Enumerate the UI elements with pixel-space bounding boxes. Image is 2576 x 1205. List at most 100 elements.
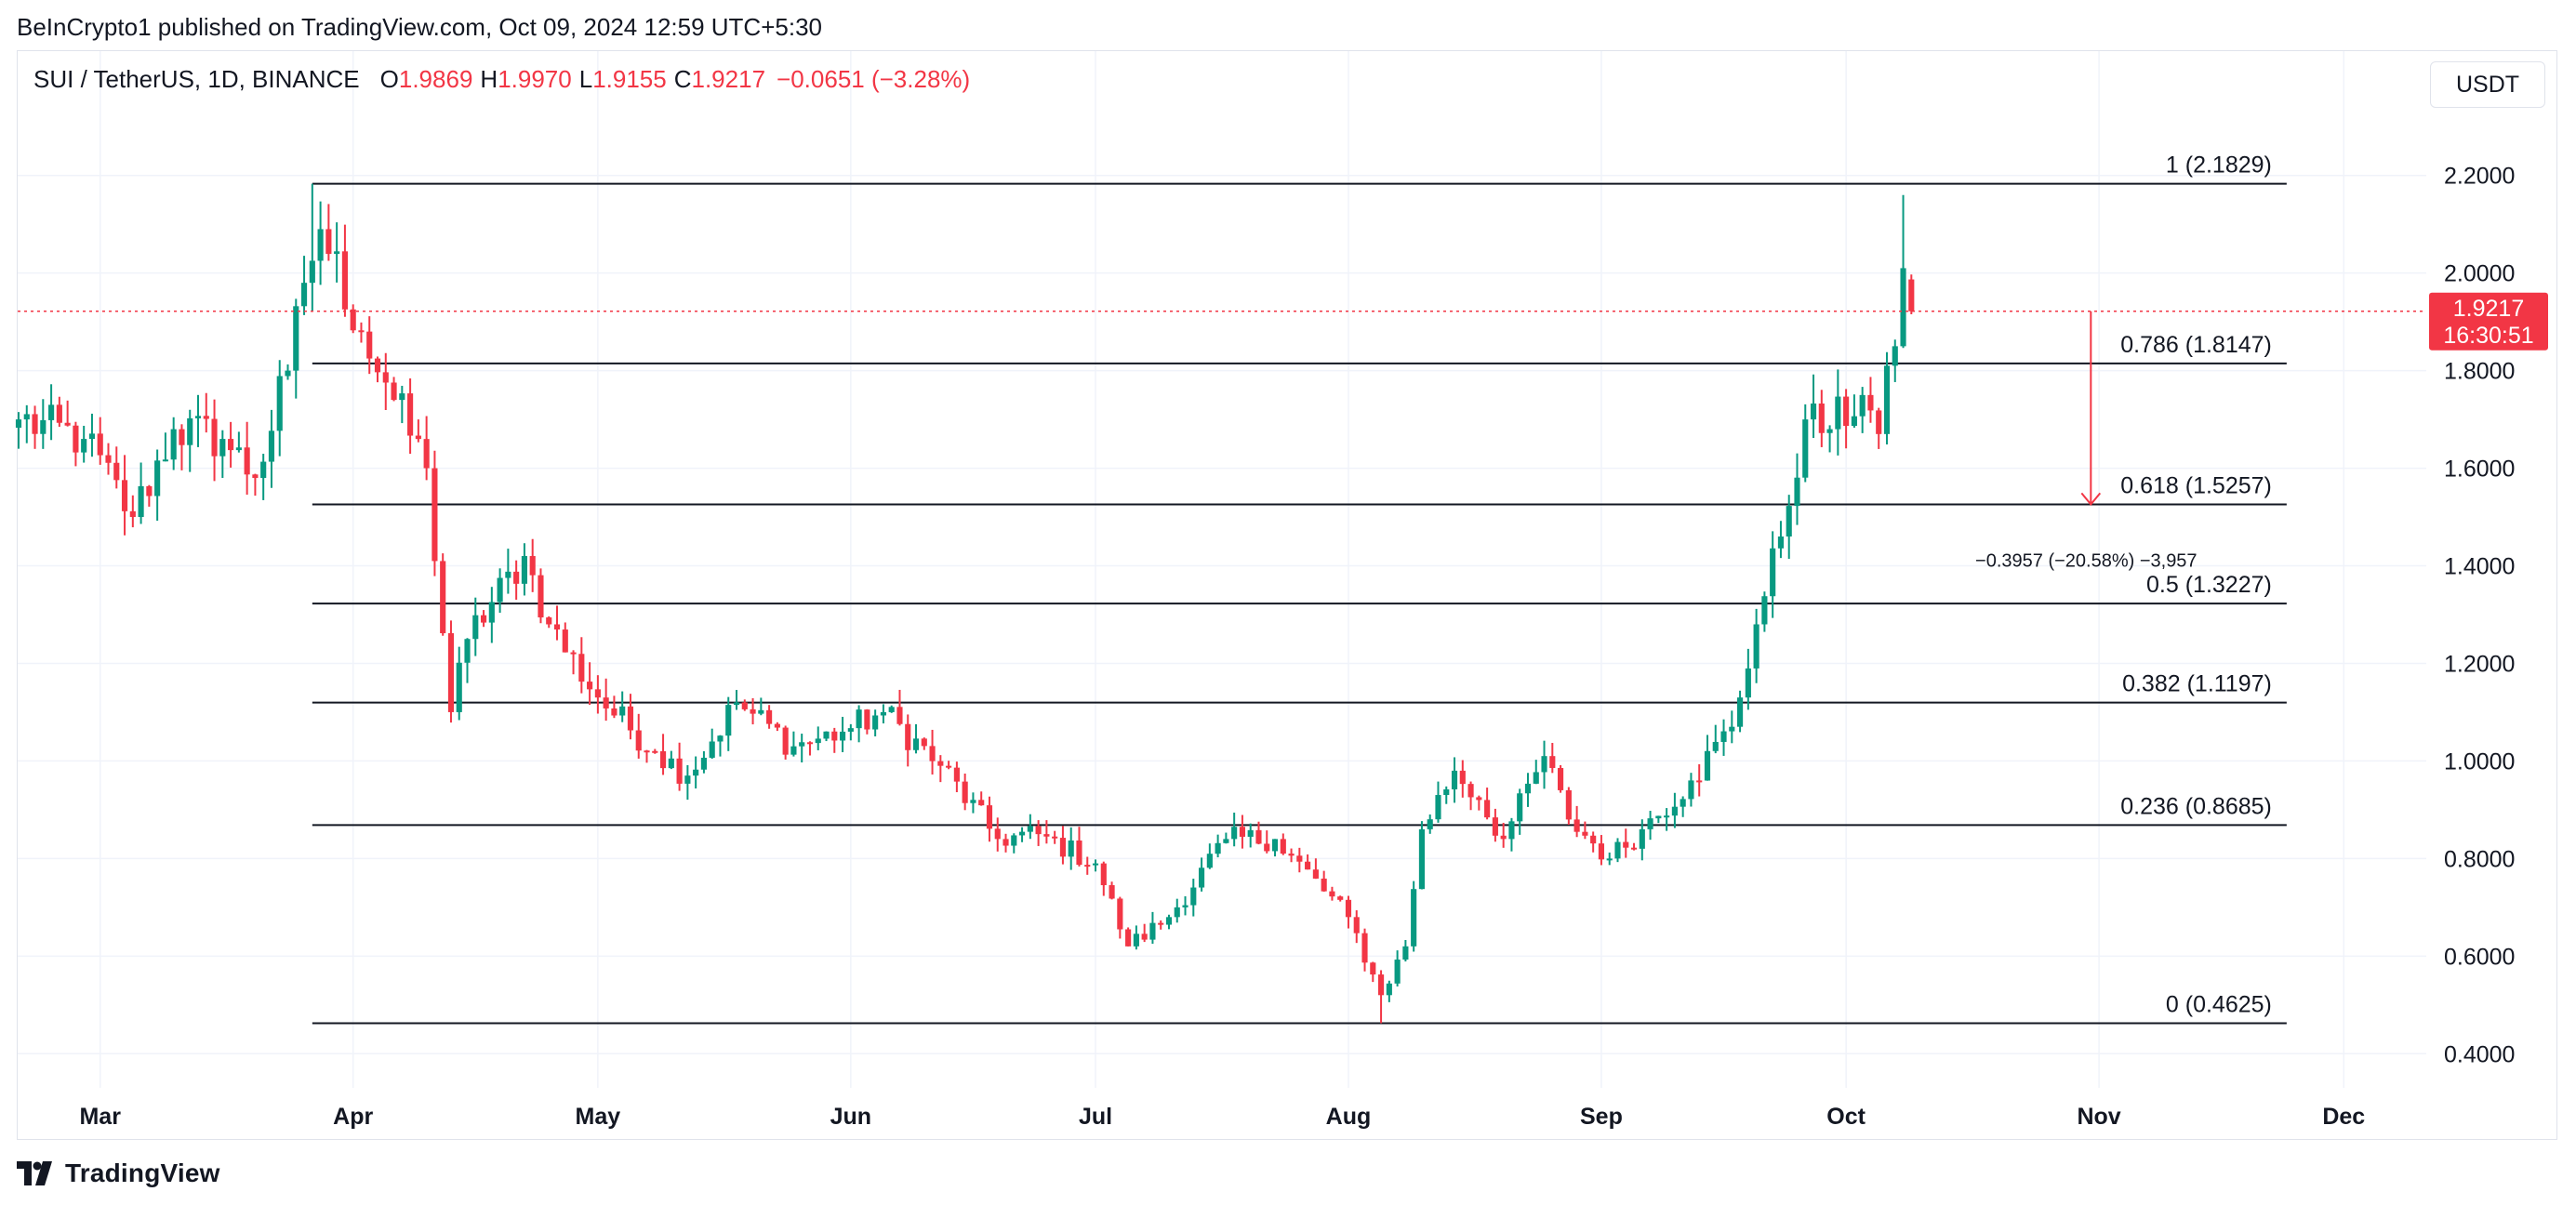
candle-body	[1043, 834, 1050, 837]
y-tick-label: 2.2000	[2444, 164, 2515, 190]
candle-body	[1712, 741, 1719, 751]
candle-body	[1517, 793, 1523, 822]
candle-body	[831, 731, 838, 741]
candle-body	[603, 697, 609, 708]
candle-body	[1386, 983, 1392, 996]
candle-body	[129, 510, 136, 518]
close-value: 1.9217	[691, 65, 766, 93]
candle-body	[962, 781, 968, 803]
candle-body	[578, 654, 585, 682]
candle-body	[15, 419, 22, 429]
candle-body	[1590, 835, 1597, 844]
candle-body	[1427, 819, 1433, 829]
x-tick-label: Apr	[333, 1104, 373, 1130]
candle-body	[138, 485, 144, 518]
candle-body	[856, 709, 862, 729]
y-tick-label: 1.8000	[2444, 359, 2515, 385]
candle-body	[464, 639, 471, 663]
candle-body	[1876, 410, 1882, 434]
open-value: 1.9869	[398, 65, 473, 93]
candle-body	[1476, 797, 1482, 801]
candle-body	[1296, 855, 1303, 862]
candle-body	[1680, 799, 1686, 807]
price-range-measure: −0.3957 (−20.58%) −3,957	[1975, 311, 2198, 571]
candle-body	[488, 602, 495, 623]
low-value: 1.9155	[592, 65, 667, 93]
candle-body	[1141, 934, 1148, 940]
candle-body	[839, 731, 846, 741]
candle-body	[325, 229, 332, 255]
candle-body	[1459, 770, 1466, 785]
candle-body	[497, 577, 503, 602]
candle-body	[1623, 841, 1629, 848]
candle-body	[937, 761, 944, 766]
symbol-legend: SUI / TetherUS, 1D, BINANCE O 1.9869 H 1.9…	[33, 65, 970, 94]
candle-body	[912, 738, 920, 750]
candle-body	[1843, 396, 1850, 427]
candle-body	[546, 617, 552, 625]
open-label: O	[379, 65, 399, 93]
candle-body	[1802, 419, 1809, 478]
candle-body	[1271, 839, 1279, 852]
candle-body	[1117, 898, 1123, 930]
candle-body	[1826, 429, 1833, 433]
candle-body	[300, 283, 308, 307]
chart-frame	[17, 50, 2557, 1140]
candle-body	[56, 404, 62, 423]
candle-body	[1059, 838, 1066, 857]
tradingview-logo[interactable]: TradingView	[17, 1159, 220, 1188]
candle-body	[1133, 934, 1139, 947]
candle-body	[179, 429, 185, 445]
close-label: C	[673, 65, 692, 93]
y-tick-label: 2.0000	[2444, 261, 2515, 287]
candle-body	[105, 455, 112, 463]
price-axis: 2.2000 2.0000 1.8000 1.6000 1.4000 1.2000 1.00…	[2444, 164, 2515, 1068]
candle-body	[782, 727, 789, 755]
candle-body	[880, 711, 886, 716]
fib-level-label: 0.786 (1.8147)	[2120, 332, 2272, 358]
candle-body	[1671, 806, 1678, 816]
candle-body	[1549, 756, 1556, 768]
candle-body	[1239, 827, 1246, 837]
candle-body	[1794, 477, 1800, 507]
x-tick-label: Sep	[1580, 1104, 1623, 1130]
candle-body	[774, 723, 780, 728]
candle-body	[1696, 780, 1703, 783]
high-value: 1.9970	[498, 65, 572, 93]
candle-body	[162, 459, 168, 462]
candle-body	[1190, 887, 1197, 906]
candle-body	[872, 715, 879, 730]
symbol-label: SUI / TetherUS, 1D, BINANCE	[33, 65, 360, 93]
candle-body	[407, 393, 414, 436]
high-label: H	[480, 65, 498, 93]
candle-body	[766, 709, 773, 724]
candle-body	[1198, 867, 1205, 888]
candle-body	[1247, 829, 1254, 837]
candle-body	[1655, 815, 1662, 819]
candle-body	[1435, 795, 1441, 820]
fib-level-label: 0.618 (1.5257)	[2120, 473, 2272, 499]
candle-body	[529, 556, 536, 576]
candle-body	[1345, 899, 1352, 918]
candle-body	[1558, 767, 1564, 790]
candle-body	[358, 330, 365, 333]
candle-body	[1329, 891, 1335, 897]
candle-body	[88, 433, 96, 440]
candle-body	[1312, 869, 1319, 879]
candle-body	[1321, 878, 1327, 892]
candle-body	[1003, 839, 1009, 846]
candle-body	[170, 429, 177, 460]
candle-body	[1076, 840, 1082, 866]
candle-body	[896, 707, 903, 724]
candle-body	[64, 422, 71, 426]
candle-body	[447, 633, 455, 712]
candle-body	[1027, 826, 1033, 832]
candle-body	[1411, 889, 1417, 947]
candle-body	[587, 682, 593, 690]
candle-body	[40, 419, 46, 434]
candle-body	[1892, 346, 1898, 366]
candle-body	[1883, 365, 1891, 434]
currency-button[interactable]: USDT	[2430, 61, 2545, 108]
